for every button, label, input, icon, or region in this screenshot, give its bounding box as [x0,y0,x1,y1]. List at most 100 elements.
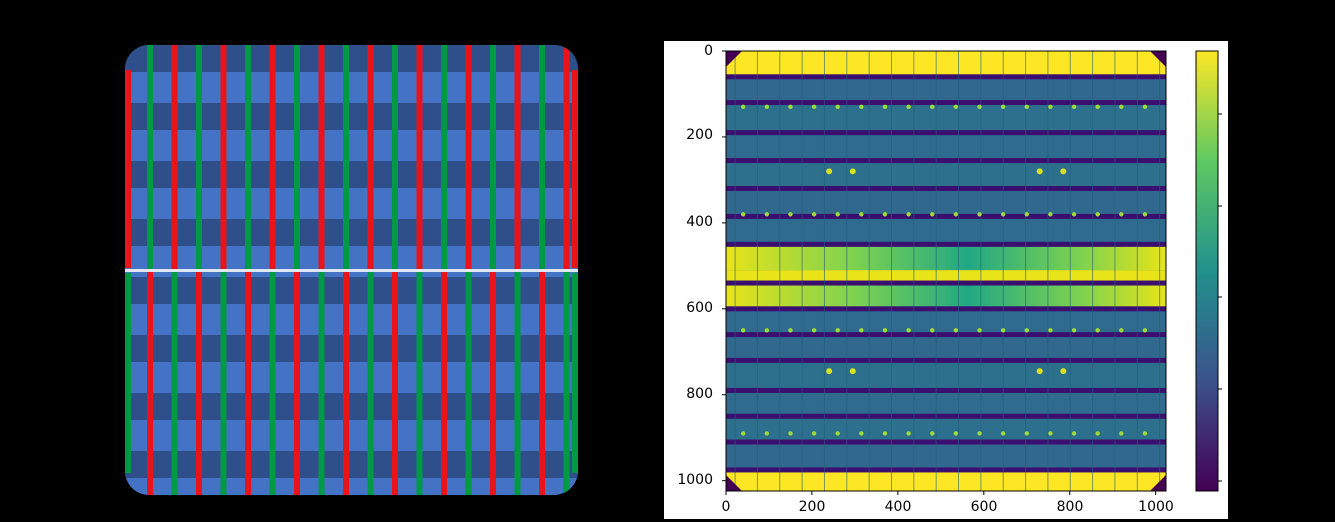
busbar-stripe [514,45,521,269]
finger-line [935,51,937,491]
y-tick-label: 400 [686,214,713,230]
solder-dot [882,212,888,217]
busbar-stripe [294,272,300,495]
busbar-stripe [269,272,276,495]
solder-dot [1095,212,1100,217]
hotspot-dot [1036,368,1043,375]
ribbon-shadow [726,439,1166,445]
solder-dot [764,104,770,110]
solder-dot [811,328,817,333]
edge-strip [125,70,131,268]
busbar-stripe [563,45,570,269]
solder-dot [953,431,959,436]
busbar-stripe [416,45,423,269]
image-frame [725,50,1167,492]
solder-dot [740,431,746,436]
corner-shadow [726,475,742,491]
ribbon-shadow [726,186,1166,191]
solder-dot [764,328,770,333]
solder-dot [1119,104,1124,110]
finger-line [1025,51,1027,491]
x-tick-label: 600 [970,499,998,515]
solder-dot [1119,431,1124,436]
busbar-stripe [318,272,325,495]
hotspot-dot [1036,168,1043,175]
solder-dot [882,104,888,110]
finger-line [734,51,736,491]
hotspot-dot [1060,168,1067,175]
strip-row [726,188,1166,217]
busbar-stripe [147,45,153,269]
cell-layout-diagram [125,45,578,495]
busbar-stripe [367,45,374,269]
busbar-stripe [539,272,545,495]
solder-dot [859,212,864,217]
strip-row [726,416,1166,443]
solder-dot [859,431,864,436]
solder-dot [764,212,770,217]
hotspot-dot [1060,368,1067,375]
finger-line [823,51,825,491]
busbar-stripe [147,272,153,495]
solder-dot [1000,104,1006,110]
strip-row [726,270,1166,284]
busbar-stripe [563,272,570,495]
solder-dot [930,212,935,217]
solder-dot [1142,212,1148,217]
y-tick-label: 800 [686,386,713,402]
strip-row [726,160,1166,189]
solder-dot [788,104,793,110]
ribbon-shadow [726,130,1166,136]
edge-strip [125,273,131,473]
solder-dot [977,431,982,436]
busbar-stripe [294,45,300,269]
strip-row [726,51,1166,77]
busbar-stripe [343,45,349,269]
solder-dot [906,104,911,110]
strip-row [726,360,1166,391]
el-image [725,50,1167,492]
solder-dot [953,104,959,110]
finger-line [801,51,803,491]
busbar-stripe [441,45,447,269]
ribbon-shadow [726,280,1166,286]
solder-dot [1024,104,1029,110]
ribbon-shadow [726,413,1166,419]
strip-row [726,216,1166,245]
solder-dot [1119,212,1124,217]
solder-dot [788,328,793,333]
solder-dot [1142,328,1148,333]
strip-row [726,390,1166,417]
solder-dot [764,431,770,436]
strip-row [726,442,1166,470]
solder-dot [740,104,746,110]
busbar-stripe [514,272,521,495]
strip-row [726,283,1166,309]
busbar-stripe [245,45,251,269]
solder-dot [811,431,817,436]
solder-dot [811,104,817,110]
y-tick-label: 200 [686,127,713,143]
strip-row [726,334,1166,361]
edge-strip [572,273,578,473]
solder-dot [835,328,840,333]
solder-dot [811,212,817,217]
solder-dot [740,328,746,333]
solder-dot [1119,328,1124,333]
strip-row [726,76,1166,103]
solder-dot [1095,328,1100,333]
x-tick-label: 0 [721,499,731,515]
finger-line [868,51,870,491]
y-tick-label: 600 [686,300,713,316]
busbar-stripe [196,272,202,495]
ribbon-shadow [726,306,1166,312]
busbar-stripe [465,45,472,269]
busbar-stripe [196,45,202,269]
busbar-stripe [318,45,325,269]
busbar-stripe [269,45,276,269]
busbar-stripe [465,272,472,495]
finger-line [891,51,892,491]
busbar-stripe [220,45,227,269]
solder-dot [953,212,959,217]
